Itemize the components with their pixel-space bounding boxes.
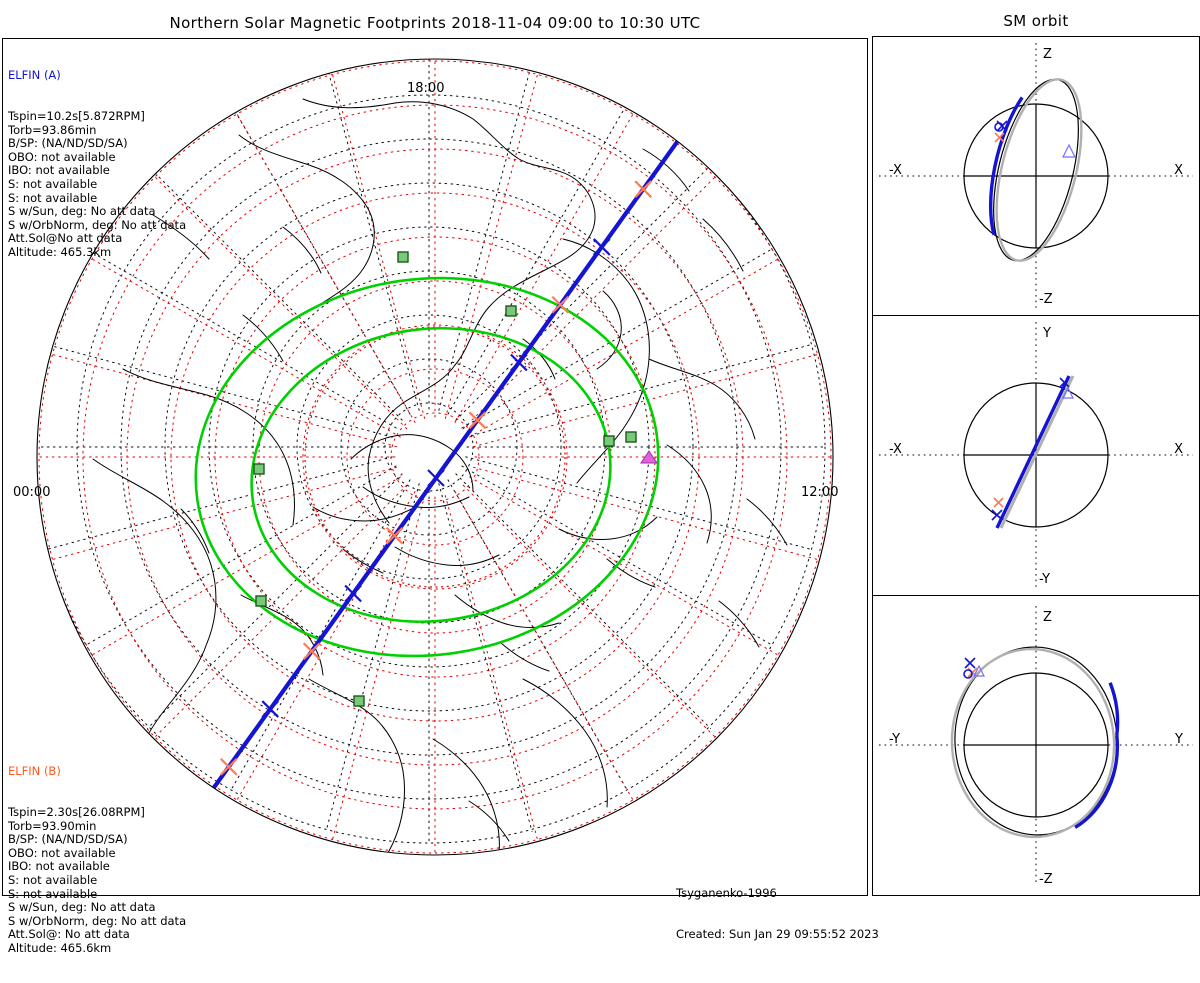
sm-orbit-xy-label-right: X — [1174, 442, 1183, 457]
sm-orbit-xz-label-left: -X — [889, 163, 902, 178]
sm-orbit-panel-xz: -X X Z -Z — [872, 36, 1200, 316]
spacecraft-a-line: Altitude: 465.3km — [8, 244, 112, 259]
spacecraft-b-line: Altitude: 465.6km — [8, 940, 112, 955]
sm-orbit-yz-label-top: Z — [1043, 610, 1052, 625]
sm-orbit-xy-label-top: Y — [1043, 326, 1051, 341]
sm-orbit-yz-graphic — [879, 606, 1193, 884]
spacecraft-a-info: ELFIN (A) Tspin=10.2s[5.872RPM] Torb=93.8… — [8, 42, 186, 287]
sm-orbit-xz-label-bottom: -Z — [1039, 292, 1053, 307]
spacecraft-a-line: S: not available — [8, 176, 98, 191]
sm-orbit-xz-graphic — [879, 43, 1193, 309]
spacecraft-b-line: Att.Sol@: No att data — [8, 927, 130, 942]
screenshot-root: Northern Solar Magnetic Footprints 2018-… — [2, 12, 1200, 955]
sm-orbit-yz-label-left: -Y — [889, 732, 901, 747]
polar-map-graphic — [36, 58, 834, 856]
spacecraft-a-line: IBO: not available — [8, 163, 110, 178]
model-name: Tsyganenko-1996 — [676, 886, 777, 901]
map-clock-label-top: 18:00 — [407, 81, 445, 96]
spacecraft-b-line: S w/OrbNorm, deg: No att data — [8, 913, 187, 928]
spacecraft-b-lines: Tspin=2.30s[26.08RPM] Torb=93.90min B/SP: … — [8, 804, 187, 956]
sm-orbit-xz-label-right: X — [1174, 163, 1183, 178]
spacecraft-b-line: S w/Sun, deg: No att data — [8, 900, 156, 915]
sm-orbit-panel-xy: -X X Y -Y — [872, 316, 1200, 596]
sm-orbit-xy-graphic — [879, 322, 1193, 588]
spacecraft-a-line: Torb=93.86min — [8, 122, 97, 137]
sm-orbit-yz-label-bottom: -Z — [1039, 872, 1053, 887]
spacecraft-a-line: S w/Sun, deg: No att data — [8, 204, 156, 219]
polar-map-panel: 00:00 12:00 18:00 06:00 — [2, 38, 868, 896]
spacecraft-b-line: Torb=93.90min — [8, 818, 97, 833]
page-title: Northern Solar Magnetic Footprints 2018-… — [169, 14, 701, 32]
spacecraft-a-line: OBO: not available — [8, 149, 116, 164]
spacecraft-b-line: S: not available — [8, 886, 98, 901]
spacecraft-a-name: ELFIN (A) — [8, 68, 61, 83]
spacecraft-b-line: OBO: not available — [8, 845, 116, 860]
spacecraft-b-line: Tspin=2.30s[26.08RPM] — [8, 804, 145, 819]
spacecraft-a-line: B/SP: (NA/ND/SD/SA) — [8, 136, 128, 151]
spacecraft-a-line: Att.Sol@No att data — [8, 231, 123, 246]
spacecraft-b-line: IBO: not available — [8, 859, 110, 874]
sm-orbit-xy-label-left: -X — [889, 442, 902, 457]
spacecraft-b-line: B/SP: (NA/ND/SD/SA) — [8, 832, 128, 847]
sm-orbit-title: SM orbit — [1003, 12, 1069, 30]
sm-orbit-yz-label-right: Y — [1175, 732, 1183, 747]
spacecraft-b-info: ELFIN (B) Tspin=2.30s[26.08RPM] Torb=93.9… — [8, 738, 186, 983]
map-clock-label-left: 00:00 — [13, 485, 51, 500]
created-timestamp: Created: Sun Jan 29 09:55:52 2023 — [676, 926, 879, 941]
spacecraft-b-name: ELFIN (B) — [8, 764, 61, 779]
sm-orbit-xy-label-bottom: -Y — [1039, 572, 1051, 587]
spacecraft-a-lines: Tspin=10.2s[5.872RPM] Torb=93.86min B/SP: … — [8, 108, 187, 260]
spacecraft-b-line: S: not available — [8, 872, 98, 887]
spacecraft-a-line: S: not available — [8, 190, 98, 205]
sm-orbit-xz-label-top: Z — [1043, 47, 1052, 62]
spacecraft-a-line: S w/OrbNorm, deg: No att data — [8, 217, 187, 232]
sm-orbit-panel-yz: -Y Y Z -Z — [872, 596, 1200, 896]
spacecraft-a-line: Tspin=10.2s[5.872RPM] — [8, 108, 145, 123]
credits-block: Tsyganenko-1996 Created: Sun Jan 29 09:5… — [676, 860, 879, 969]
map-clock-label-right: 12:00 — [801, 485, 839, 500]
